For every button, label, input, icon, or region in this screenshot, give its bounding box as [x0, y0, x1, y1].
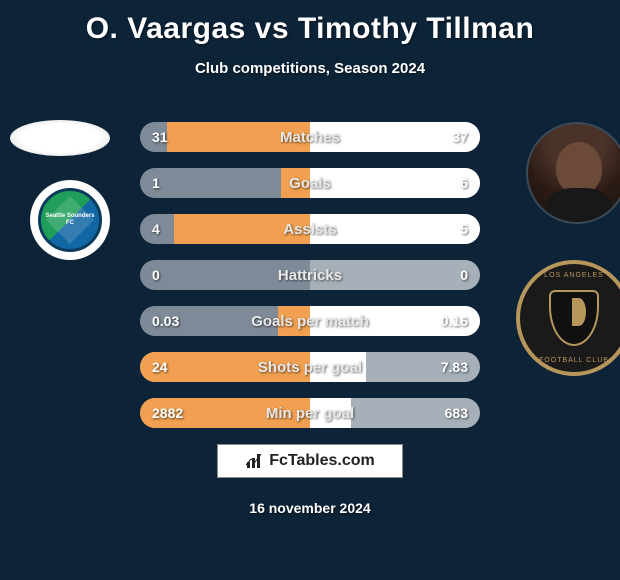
stat-value-left: 1	[152, 168, 160, 198]
stat-row: Assists45	[140, 214, 480, 244]
lafc-ring-text-bottom: FOOTBALL CLUB	[539, 357, 609, 364]
player-right-club-badge: LOS ANGELES FOOTBALL CLUB	[516, 260, 620, 376]
stat-row: Min per goal2882683	[140, 398, 480, 428]
lafc-shield-icon	[549, 290, 599, 346]
stat-value-left: 31	[152, 122, 168, 152]
chart-icon	[245, 452, 263, 470]
stat-row: Matches3137	[140, 122, 480, 152]
stat-row: Goals per match0.030.16	[140, 306, 480, 336]
lafc-ring-text-top: LOS ANGELES	[544, 272, 604, 279]
page-title: O. Vaargas vs Timothy Tillman	[0, 0, 620, 46]
stat-value-right: 683	[445, 398, 468, 428]
stat-fill-right	[310, 168, 480, 198]
stat-value-right: 6	[460, 168, 468, 198]
stat-fill-left	[278, 306, 310, 336]
crest-text-top: Seattle Sounders FC	[41, 213, 99, 226]
stat-value-left: 24	[152, 352, 168, 382]
stat-value-left: 0.03	[152, 306, 179, 336]
stat-value-left: 0	[152, 260, 160, 290]
comparison-bars: Matches3137Goals16Assists45Hattricks00Go…	[140, 122, 480, 444]
stat-fill-right	[310, 214, 480, 244]
stat-fill-left	[167, 122, 310, 152]
player-right-avatar	[526, 122, 620, 224]
stat-row: Hattricks00	[140, 260, 480, 290]
stat-value-right: 5	[460, 214, 468, 244]
page-subtitle: Club competitions, Season 2024	[0, 60, 620, 77]
stat-row: Shots per goal247.83	[140, 352, 480, 382]
stat-value-right: 0	[460, 260, 468, 290]
sounders-crest-icon: Seattle Sounders FC	[38, 188, 102, 252]
stat-value-left: 2882	[152, 398, 183, 428]
stat-value-right: 37	[452, 122, 468, 152]
player-left-club-badge: Seattle Sounders FC	[30, 180, 110, 260]
stat-fill-left	[174, 214, 310, 244]
stat-value-right: 0.16	[441, 306, 468, 336]
stat-value-left: 4	[152, 214, 160, 244]
footer-date: 16 november 2024	[0, 500, 620, 516]
stat-row: Goals16	[140, 168, 480, 198]
stat-fill-left	[281, 168, 310, 198]
brand-logo: FcTables.com	[217, 444, 403, 478]
brand-text: FcTables.com	[269, 452, 375, 470]
stat-value-right: 7.83	[441, 352, 468, 382]
stat-fill-right	[310, 398, 351, 428]
stat-fill-right	[310, 352, 366, 382]
player-left-avatar-placeholder	[10, 120, 110, 156]
